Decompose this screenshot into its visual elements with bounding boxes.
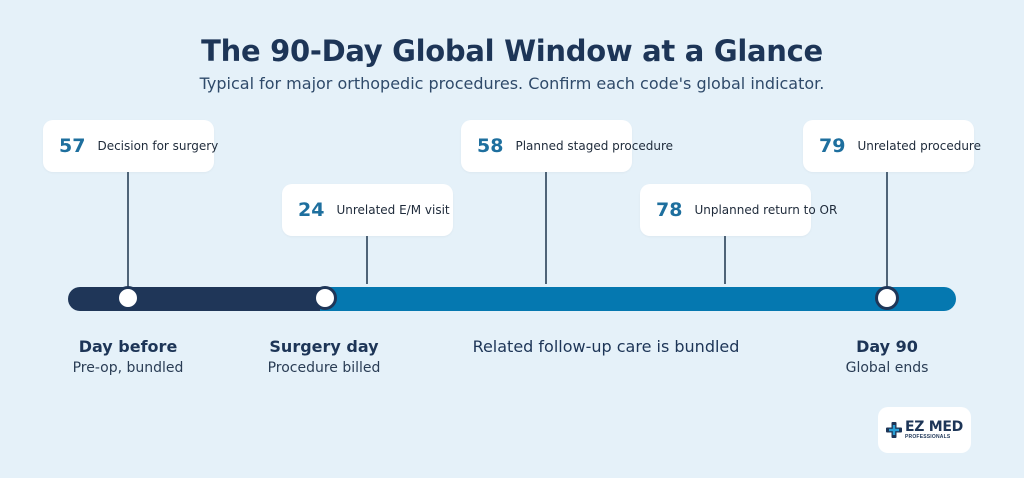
stage-subtitle-day-before: Pre-op, bundled [72, 360, 184, 376]
medical-cross-icon [886, 422, 902, 438]
modifier-code: 79 [819, 135, 846, 157]
page-subtitle: Typical for major orthopedic procedures.… [199, 74, 825, 93]
modifier-label: Unplanned return to OR [694, 203, 838, 217]
stage-title-day-90: Day 90 [856, 337, 918, 356]
logo-text-main: EZ MED [905, 419, 963, 435]
connector-57 [127, 172, 129, 287]
modifier-code: 78 [656, 199, 683, 221]
modifier-card-57: 57 Decision for surgery [43, 120, 218, 172]
ez-med-logo: EZ MED PROFESSIONALS [878, 407, 971, 453]
modifier-card-79: 79 Unrelated procedure [803, 120, 981, 172]
modifier-card-78: 78 Unplanned return to OR [640, 184, 837, 236]
timeline-node-day-before [116, 286, 140, 310]
connector-79 [886, 172, 888, 287]
modifier-label: Decision for surgery [97, 139, 219, 153]
modifier-code: 24 [298, 199, 325, 221]
connector-58 [545, 172, 547, 284]
timeline-preop-segment [68, 287, 348, 311]
modifier-code: 58 [477, 135, 504, 157]
stage-title-surgery-day: Surgery day [269, 337, 379, 356]
stage-subtitle-day-90: Global ends [845, 360, 929, 376]
connector-24 [366, 236, 368, 284]
modifier-label: Unrelated procedure [857, 139, 981, 153]
stage-subtitle-surgery-day: Procedure billed [267, 360, 381, 376]
modifier-card-24: 24 Unrelated E/M visit [282, 184, 453, 236]
timeline-global-segment [320, 287, 956, 311]
stage-title-day-before: Day before [78, 337, 178, 356]
modifier-label: Unrelated E/M visit [336, 203, 450, 217]
logo-text-sub: PROFESSIONALS [905, 434, 951, 440]
timeline-node-day-90 [875, 286, 899, 310]
modifier-label: Planned staged procedure [515, 139, 674, 153]
timeline-node-surgery-day [313, 286, 337, 310]
connector-78 [724, 236, 726, 284]
bundled-care-label: Related follow-up care is bundled [472, 337, 740, 356]
modifier-code: 57 [59, 135, 86, 157]
modifier-card-58: 58 Planned staged procedure [461, 120, 673, 172]
page-title: The 90-Day Global Window at a Glance [201, 34, 823, 68]
